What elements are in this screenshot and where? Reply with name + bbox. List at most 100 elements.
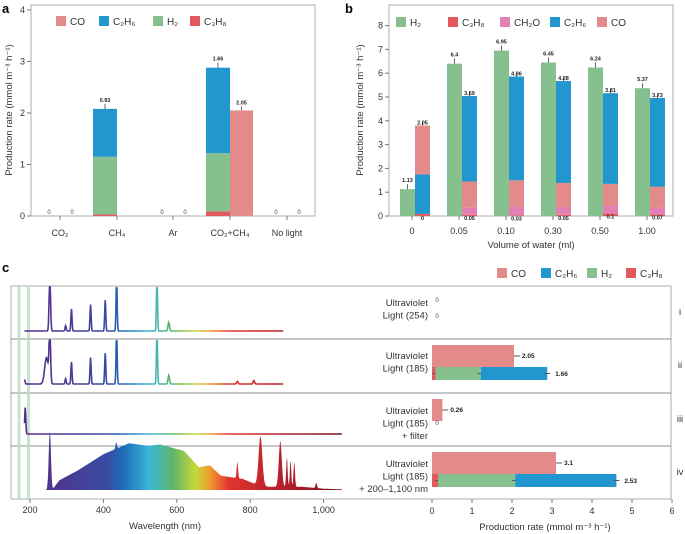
bar-co (432, 452, 556, 474)
y-tick-label: 6 (378, 68, 383, 78)
x-tick-label: 200 (22, 505, 37, 515)
legend-label: C₃H₈ (204, 17, 227, 28)
bar-segment-h2 (93, 156, 117, 215)
y-tick-label: 2 (20, 108, 25, 118)
legend-label: H₂ (167, 17, 178, 28)
y-tick-label: 0 (20, 211, 25, 221)
x-tick-label: 0.50 (591, 226, 609, 236)
x-tick-label: 2 (509, 506, 514, 516)
x-tick-label: 1.00 (638, 226, 656, 236)
legend-label: CO (611, 18, 626, 29)
legend-swatch (448, 17, 458, 27)
row-label: + 200–1,100 nm (359, 484, 428, 495)
legend-swatch (541, 268, 551, 278)
bar-segment-co (650, 186, 665, 208)
bar-h2 (635, 88, 650, 216)
bar-segment-c2h6 (480, 367, 548, 380)
legend-label: H₂ (601, 269, 612, 280)
x-tick-label: 1,000 (312, 505, 335, 515)
bar-value-label: 4.36 (511, 72, 522, 78)
x-tick-label: 0.10 (497, 226, 515, 236)
bar-value-label: 5.37 (637, 77, 648, 83)
bar-value-label: 1.13 (402, 178, 413, 184)
x-tick-label: 1 (469, 506, 474, 516)
bar-value-label: 0.1 (607, 215, 615, 221)
x-tick-label: 3 (549, 506, 554, 516)
legend-label: H₂ (410, 18, 421, 29)
bar-segment-c2h6 (509, 76, 524, 181)
zero-label: 0 (274, 210, 278, 216)
x-tick-label: CO₂+CH₄ (211, 228, 250, 238)
x-tick-label: 5 (629, 506, 634, 516)
row-id: iii (677, 414, 683, 425)
bar-value-label: 2.05 (417, 121, 428, 127)
zero-label: 0 (47, 210, 51, 216)
bar-value-label: 0.26 (450, 407, 463, 414)
x-tick-label: 0 (409, 226, 414, 236)
x-tick-label: No light (272, 228, 303, 238)
zero-label: 0 (70, 210, 74, 216)
legend-label: CO (70, 17, 85, 28)
x-tick-label: 0.30 (544, 226, 562, 236)
bar-segment-co (556, 182, 571, 207)
uv-band-200 (27, 286, 30, 499)
zero-label: 0 (435, 421, 439, 427)
y-axis-label: Production rate (mmol m⁻³ h⁻¹) (355, 44, 366, 175)
bar-segment-ch2o (462, 207, 477, 215)
bar-segment-c3h8 (650, 214, 665, 216)
x-tick-label: 400 (96, 505, 111, 515)
bar-value-label: 3.81 (605, 88, 616, 94)
legend-swatch (626, 268, 636, 278)
bar-co (432, 399, 443, 421)
y-axis-label: Production rate (mmol m⁻³ h⁻¹) (4, 44, 15, 175)
bar-segment-c2h6 (650, 97, 665, 187)
bar-segment-ch2o (509, 206, 524, 216)
bar-value-label: 0.03 (511, 216, 522, 222)
bar-segment-c2h6 (515, 474, 617, 487)
bar-segment-c2h6 (206, 67, 230, 154)
bar-value-label: 0.05 (558, 216, 569, 222)
legend-swatch (396, 17, 406, 27)
bar-value-label: 1.66 (213, 57, 224, 63)
y-tick-label: 8 (378, 21, 383, 31)
x-tick-label: 0 (429, 506, 434, 516)
bar-co (432, 345, 514, 367)
spectrum-ii (23, 339, 284, 385)
bar-value-label: 6.95 (496, 40, 507, 46)
y-tick-label: 0 (378, 211, 383, 221)
bar-segment-co (603, 183, 618, 207)
legend-label: C₃H₈ (462, 18, 485, 29)
bar-segment-c3h8 (462, 214, 477, 216)
bar-segment-h2 (438, 474, 516, 487)
legend-swatch (597, 17, 607, 27)
legend-label: CO (511, 269, 526, 280)
bar-h2 (541, 62, 556, 216)
bar-segment-ch2o (603, 206, 618, 214)
panel-b: b 0 1 2 3 4 5 6 7 8 Production rate (mmol m⁻³ h⁻¹)… (345, 1, 674, 251)
uv-band-185 (17, 286, 21, 499)
y-tick-label: 4 (20, 5, 25, 15)
panel-label-a: a (2, 1, 10, 16)
bar-value-label: 0.93 (100, 98, 111, 104)
legend-swatch (587, 268, 597, 278)
row-label: + filter (402, 431, 428, 442)
x-tick-label: 800 (243, 505, 258, 515)
x-tick-label: 600 (169, 505, 184, 515)
legend-label: C₂H₆ (555, 269, 577, 280)
bar-value-label: 6.4 (451, 53, 460, 59)
row-label: Ultraviolet (386, 298, 429, 309)
legend-swatch (190, 16, 200, 26)
plot-frame (30, 4, 316, 217)
bar-h2 (447, 63, 462, 217)
x-tick-label: 0.05 (450, 226, 468, 236)
y-tick-label: 2 (378, 163, 383, 173)
bar-h2 (494, 50, 509, 217)
bar-value-label: 3.1 (564, 460, 573, 467)
legend-label: C₃H₈ (640, 269, 663, 280)
legend-swatch (550, 17, 560, 27)
row-label: Ultraviolet (386, 459, 429, 470)
bar-value-label: 0 (421, 216, 424, 222)
x-tick-label: CH₄ (109, 228, 126, 238)
